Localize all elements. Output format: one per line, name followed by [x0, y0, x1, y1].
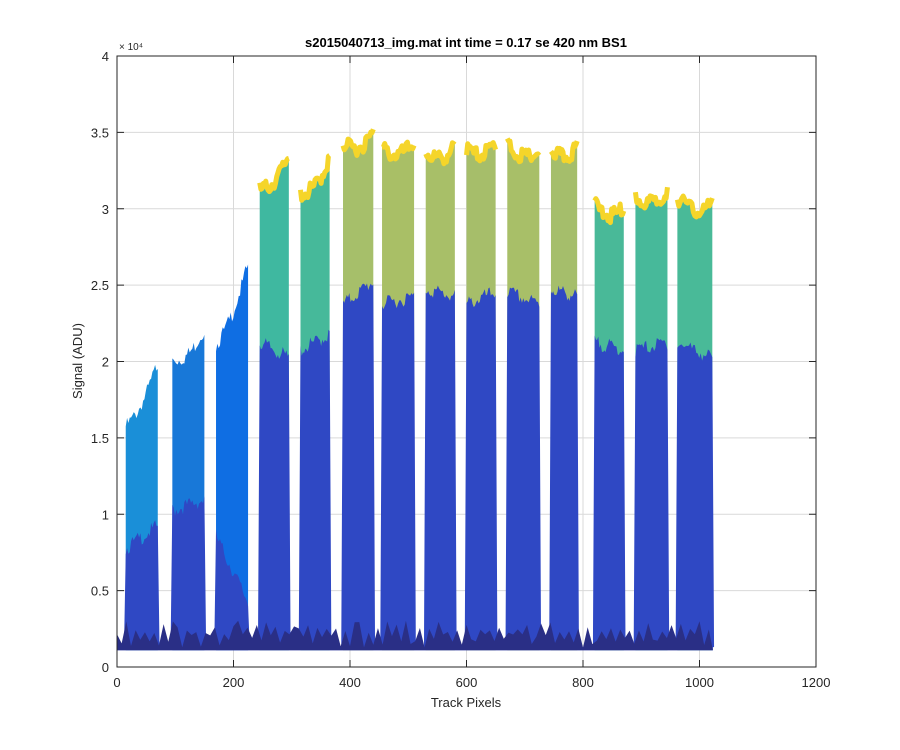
- y-tick-label: 0.5: [91, 584, 109, 599]
- x-tick-label: 200: [223, 675, 245, 690]
- x-tick-label: 800: [572, 675, 594, 690]
- y-tick-label: 0: [102, 660, 109, 675]
- y-tick-label: 1.5: [91, 431, 109, 446]
- x-tick-label: 1200: [802, 675, 831, 690]
- x-tick-label: 0: [113, 675, 120, 690]
- x-tick-labels: 0 200 400 600 800 1000 1200: [113, 675, 830, 690]
- signal-segment-rim: [340, 128, 376, 158]
- signal-segment-rim: [592, 196, 627, 226]
- signal-segment-rim: [257, 155, 291, 195]
- signal-baseline-band: [117, 620, 713, 651]
- y-tick-label: 2.5: [91, 278, 109, 293]
- signal-segment-rim: [298, 153, 331, 203]
- signal-segment-rim: [423, 140, 457, 167]
- y-exponent-label: × 10⁴: [119, 42, 143, 53]
- x-axis-label: Track Pixels: [431, 695, 502, 710]
- ticks: [116, 55, 817, 668]
- signal-segment-rim: [548, 140, 580, 164]
- y-tick-labels: 0 0.5 1 1.5 2 2.5 3 3.5 4: [91, 49, 109, 675]
- chart-title: s2015040713_img.mat int time = 0.17 se 4…: [305, 35, 627, 50]
- y-tick-label: 3.5: [91, 125, 109, 140]
- y-tick-label: 4: [102, 49, 109, 64]
- signal-segment-rim: [674, 193, 715, 220]
- signal-segment-rim: [632, 186, 670, 211]
- signal-segment-rim: [464, 140, 499, 164]
- y-tick-label: 1: [102, 507, 109, 522]
- y-axis-label: Signal (ADU): [70, 323, 85, 399]
- x-tick-label: 600: [456, 675, 478, 690]
- x-tick-label: 400: [339, 675, 361, 690]
- x-tick-label: 1000: [685, 675, 714, 690]
- data-layer: [117, 128, 715, 651]
- signal-lower-band: [117, 283, 715, 651]
- signal-segment-rim: [505, 137, 542, 165]
- y-tick-label: 3: [102, 202, 109, 217]
- signal-segment-rim: [380, 139, 417, 162]
- y-tick-label: 2: [102, 355, 109, 370]
